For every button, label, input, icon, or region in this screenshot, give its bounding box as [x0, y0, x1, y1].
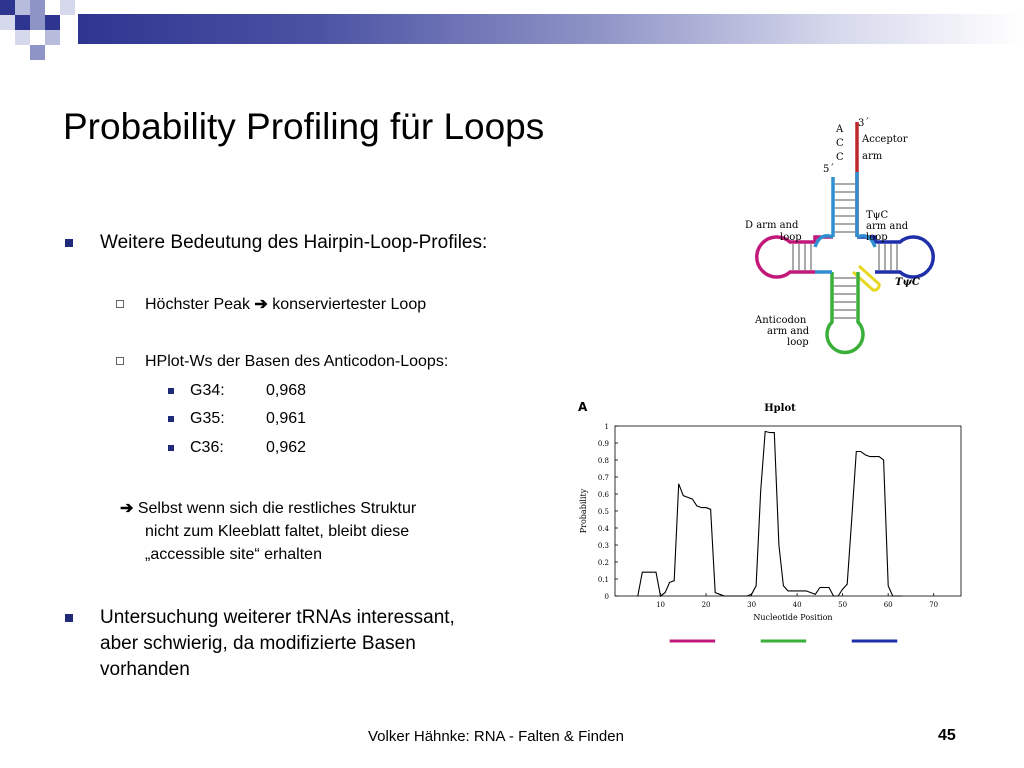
- t-arm-base-pairs: [878, 244, 898, 270]
- label-acceptor: Acceptor: [861, 134, 908, 145]
- hollow-square-icon: [116, 300, 124, 308]
- label-c: C: [836, 152, 844, 163]
- y-tick-label: 0.1: [598, 576, 609, 584]
- hollow-square-icon: [116, 357, 124, 365]
- x-axis-label: Nucleotide Position: [753, 613, 832, 622]
- bullet-text: aber schwierig, da modifizierte Basen: [100, 633, 416, 654]
- label-c: C: [836, 138, 844, 149]
- y-tick-label: 0.3: [598, 542, 609, 550]
- x-tick-label: 20: [702, 601, 711, 609]
- base-name: G34:: [190, 382, 225, 399]
- y-tick-label: 0.8: [598, 457, 609, 465]
- label-tpsic: TψC: [895, 277, 920, 288]
- y-tick-label: 0: [605, 593, 609, 601]
- base-value: 0,968: [266, 382, 307, 399]
- header-bar: [78, 14, 1024, 44]
- subbullet-text-after: konserviertester Loop: [272, 296, 427, 313]
- footer-text: Volker Hähnke: RNA - Falten & Finden: [368, 728, 624, 745]
- trna-cloverleaf-diagram: A C C 3´ 5´ Acceptor arm D arm and loop …: [745, 118, 935, 355]
- decorative-squares: [0, 0, 75, 60]
- right-arrow-icon: ➔: [254, 296, 268, 313]
- bullet-text: vorhanden: [100, 659, 190, 680]
- anticodon-base-pairs: [834, 277, 856, 319]
- bullet-square-icon: [65, 239, 73, 247]
- label-anticodon: Anticodon: [754, 315, 807, 326]
- subbullet-text: Höchster Peak: [145, 296, 250, 313]
- label-anticodon: arm and: [767, 326, 810, 337]
- x-tick-label: 30: [747, 601, 756, 609]
- subbullet-hplot: HPlot-Ws der Basen des Anticodon-Loops:: [116, 352, 449, 372]
- d-arm-base-pairs: [792, 244, 812, 270]
- bullet-trna: Untersuchung weiterer tRNAs interessant,…: [65, 605, 455, 683]
- chart-plot-frame: [614, 425, 962, 597]
- base-row: C36: 0,962: [168, 438, 306, 458]
- subbullet-text: HPlot-Ws der Basen des Anticodon-Loops:: [145, 353, 449, 370]
- label-t-loop: loop: [866, 232, 888, 243]
- x-tick-label: 50: [838, 601, 847, 609]
- small-square-icon: [168, 445, 174, 451]
- anticodon-arm: [825, 272, 865, 355]
- y-tick-label: 0.4: [598, 525, 610, 533]
- base-row: G35: 0,961: [168, 409, 306, 429]
- x-tick-label: 70: [929, 601, 938, 609]
- x-tick-label: 10: [656, 601, 665, 609]
- series-line: [637, 430, 902, 597]
- label-a: A: [835, 124, 844, 135]
- y-tick-label: 0.6: [598, 491, 610, 499]
- note-line: Selbst wenn sich die restliches Struktur: [137, 500, 417, 517]
- subbullet-peak: Höchster Peak ➔ konserviertester Loop: [116, 295, 427, 315]
- page-number: 45: [938, 727, 956, 744]
- y-axis-label: Probability: [579, 488, 588, 533]
- label-t-arm: arm and: [866, 221, 909, 232]
- y-tick-label: 0.2: [598, 559, 609, 567]
- label-d-loop: loop: [780, 232, 802, 243]
- variable-loop: [851, 264, 881, 292]
- bullet-text: Untersuchung weiterer tRNAs interessant,: [100, 607, 455, 628]
- label-5-prime: 5´: [823, 164, 834, 175]
- label-d-arm: D arm and: [745, 220, 799, 231]
- accessible-site-note: ➔ Selbst wenn sich die restliches Strukt…: [120, 497, 520, 566]
- base-name: C36:: [190, 439, 224, 456]
- label-t-arm: TψC: [866, 210, 889, 221]
- chart-panel-label: A: [578, 400, 588, 414]
- label-anticodon-loop: loop: [787, 337, 809, 348]
- base-value: 0,962: [266, 439, 307, 456]
- bullet-square-icon: [65, 614, 73, 622]
- y-tick-label: 0.9: [598, 440, 609, 448]
- chart-title: Hplot: [764, 403, 796, 414]
- base-row: G34: 0,968: [168, 381, 306, 401]
- x-axis: 10 20 30 40 50 60 70: [656, 593, 938, 609]
- d-arm: [755, 235, 833, 279]
- small-square-icon: [168, 416, 174, 422]
- right-arrow-icon: ➔: [120, 500, 134, 517]
- base-name: G35:: [190, 410, 225, 427]
- series-group: [637, 430, 902, 597]
- bullet-text: Weitere Bedeutung des Hairpin-Loop-Profi…: [100, 232, 488, 253]
- x-tick-label: 60: [884, 601, 893, 609]
- acceptor-base-pairs: [835, 183, 855, 233]
- t-arm: [857, 235, 935, 279]
- note-line: nicht zum Kleeblatt faltet, bleibt diese: [145, 523, 410, 540]
- slide-title: Probability Profiling für Loops: [63, 106, 545, 147]
- label-arm: arm: [862, 151, 883, 162]
- y-axis: 0 0.1 0.2 0.3 0.4 0.5 0.6 0.7 0.8 0.9 1: [598, 423, 618, 601]
- note-line: „accessible site“ erhalten: [145, 546, 322, 563]
- hplot-chart: A Hplot 0 0.1 0.2 0.3 0.4 0.5 0.6 0.7 0.8 0.9 1 10…: [578, 400, 962, 643]
- y-tick-label: 1: [605, 423, 609, 431]
- y-tick-label: 0.5: [598, 508, 609, 516]
- y-tick-label: 0.7: [598, 474, 609, 482]
- label-3-prime: 3´: [858, 118, 869, 129]
- small-square-icon: [168, 388, 174, 394]
- base-value: 0,961: [266, 410, 307, 427]
- bullet-hairpin: Weitere Bedeutung des Hairpin-Loop-Profi…: [65, 230, 488, 256]
- x-tick-label: 40: [793, 601, 802, 609]
